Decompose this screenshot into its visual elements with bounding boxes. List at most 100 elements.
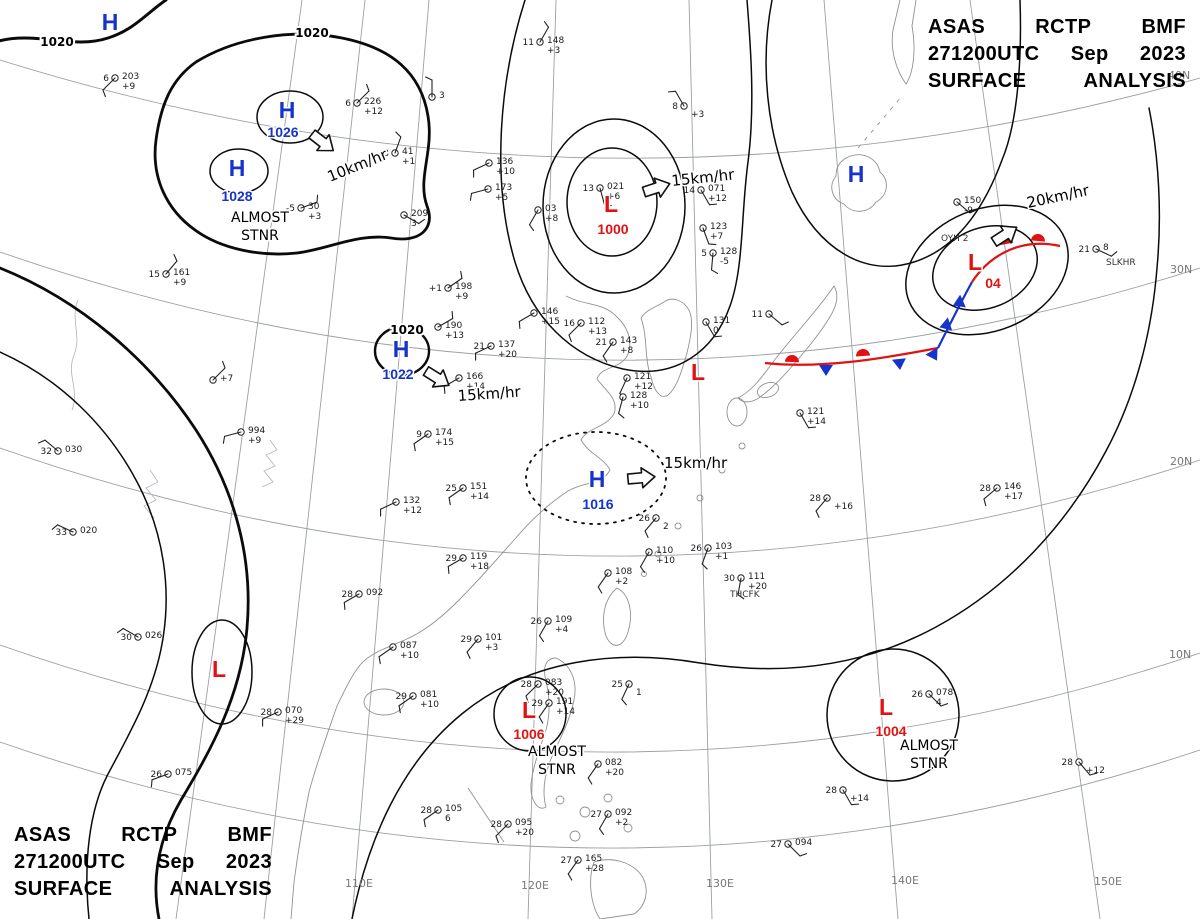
almost-stnr-notes: ALMOST STNR ALMOST STNR ALMOST STNR bbox=[230, 209, 960, 780]
coast-mindanao bbox=[590, 859, 647, 919]
station-pressure: 128 bbox=[630, 391, 647, 401]
station-plot: 28 146+17 bbox=[980, 482, 1023, 507]
wind-barb-icon bbox=[639, 551, 650, 568]
station-pressure: 146 bbox=[541, 307, 558, 317]
station-temp: 29 bbox=[446, 554, 458, 564]
speed-label: 15km/hr bbox=[671, 165, 736, 190]
station-tendency: +12 bbox=[634, 382, 653, 392]
terrain-line bbox=[71, 299, 79, 411]
station-tendency: +8 bbox=[545, 214, 559, 224]
station-plot: 5 128-5 bbox=[701, 247, 737, 274]
coast-kyushu bbox=[726, 397, 748, 427]
station-temp: 14 bbox=[684, 186, 696, 196]
station-tendency: +1 bbox=[402, 157, 415, 167]
wind-barb-icon bbox=[787, 843, 801, 857]
station-tendency: +10 bbox=[630, 401, 649, 411]
station-plot: 173+5 bbox=[469, 183, 512, 203]
wind-barb-tick-icon bbox=[639, 566, 646, 574]
lon-label: 140E bbox=[891, 874, 919, 887]
station-plot: 150-9 bbox=[953, 196, 981, 216]
wind-barb-tick-icon bbox=[447, 565, 450, 575]
wind-barb-icon bbox=[1095, 248, 1112, 257]
station-plot: 8 41+1 bbox=[383, 131, 415, 167]
station-tendency: +14 bbox=[556, 707, 575, 717]
station-plot: 26 075 bbox=[150, 768, 192, 788]
station-pressure: 112 bbox=[588, 317, 605, 327]
station-tendency: +15 bbox=[541, 317, 560, 327]
wind-barb-tick-icon bbox=[983, 498, 987, 507]
movement-arrow-icon bbox=[422, 365, 450, 388]
wind-barb-tick-icon bbox=[850, 803, 860, 806]
coastlines bbox=[71, 0, 917, 919]
isobar-1020-nw bbox=[0, 0, 168, 44]
wind-barb-tick-icon bbox=[587, 777, 593, 785]
wind-barb-icon bbox=[815, 497, 828, 512]
station-tendency: +12 bbox=[1086, 766, 1105, 776]
station-plot: 146+15 bbox=[518, 307, 560, 330]
station-pressure: 087 bbox=[400, 641, 417, 651]
wind-barb-icon bbox=[619, 377, 628, 394]
station-temp: 28 bbox=[342, 590, 354, 600]
station-plot: 27 092+2 bbox=[591, 808, 632, 836]
station-plot: +1 198+9 bbox=[429, 270, 472, 302]
station-tendency: +9 bbox=[122, 82, 136, 92]
station-plot: 11 bbox=[752, 310, 789, 326]
wind-barb-tick-icon bbox=[150, 779, 153, 788]
station-pressure: 020 bbox=[80, 526, 97, 536]
station-plot: 29 119+18 bbox=[446, 552, 489, 575]
station-plot: 28 083+20 bbox=[521, 678, 564, 704]
wind-barb-icon bbox=[599, 187, 605, 205]
station-tendency: 6 bbox=[445, 814, 451, 824]
almost-stnr-label: ALMOST bbox=[528, 744, 586, 760]
station-pressure: 105 bbox=[445, 804, 462, 814]
station-tendency: +28 bbox=[585, 864, 604, 874]
title-line-2: 271200UTC Sep 2023 bbox=[14, 851, 272, 873]
station-pressure: 071 bbox=[708, 184, 725, 194]
station-pressure: 30 bbox=[308, 202, 320, 212]
low-center-symbol: L bbox=[212, 656, 226, 682]
station-temp: 26 bbox=[639, 514, 651, 524]
station-pressure: 021 bbox=[607, 182, 624, 192]
station-pressure: 123 bbox=[710, 222, 727, 232]
wind-barb-icon bbox=[538, 702, 550, 718]
wind-barb-icon bbox=[300, 201, 318, 209]
station-tendency: +20 bbox=[605, 768, 624, 778]
station-temp: 21 bbox=[596, 338, 607, 348]
wind-barb-icon bbox=[151, 773, 169, 781]
isobar-l1004-inner bbox=[931, 225, 1039, 311]
station-id-label: OYH 2 bbox=[941, 234, 968, 244]
wind-barb-tick-icon bbox=[448, 497, 451, 506]
wind-barb-tick-icon bbox=[713, 335, 723, 338]
wind-barb-tick-icon bbox=[423, 819, 426, 828]
station-temp: 29 bbox=[532, 699, 544, 709]
wind-barb-icon bbox=[702, 227, 710, 245]
station-pressure: 121 bbox=[634, 372, 651, 382]
almost-stnr-label: ALMOST bbox=[231, 210, 289, 226]
lat-label: 30N bbox=[1170, 263, 1192, 276]
cold-front-symbol bbox=[891, 358, 906, 370]
wind-barb-tick-icon bbox=[413, 443, 416, 452]
station-plot: 25 1 bbox=[612, 680, 642, 706]
station-plot: 108+2 bbox=[597, 567, 632, 594]
cold-front bbox=[937, 281, 973, 349]
station-tendency: +1 bbox=[715, 552, 728, 562]
station-tendency: +18 bbox=[470, 562, 489, 572]
station-plot: 28 +12 bbox=[1062, 758, 1105, 776]
wind-barb-icon bbox=[644, 517, 657, 532]
isobar-south-sweep bbox=[351, 107, 1161, 919]
station-temp: 11 bbox=[752, 310, 763, 320]
station-pressure: 026 bbox=[145, 631, 162, 641]
wind-barb-icon bbox=[448, 487, 464, 499]
station-pressure: 128 bbox=[720, 247, 737, 257]
coast-palawan bbox=[467, 787, 505, 843]
coast-shikoku bbox=[756, 381, 780, 399]
station-pressure: 3 bbox=[439, 91, 445, 101]
station-pressure: 109 bbox=[555, 615, 572, 625]
wind-barb-tick-icon bbox=[618, 412, 625, 419]
wind-barb-tick-icon bbox=[222, 435, 226, 444]
station-pressure: 108 bbox=[615, 567, 632, 577]
